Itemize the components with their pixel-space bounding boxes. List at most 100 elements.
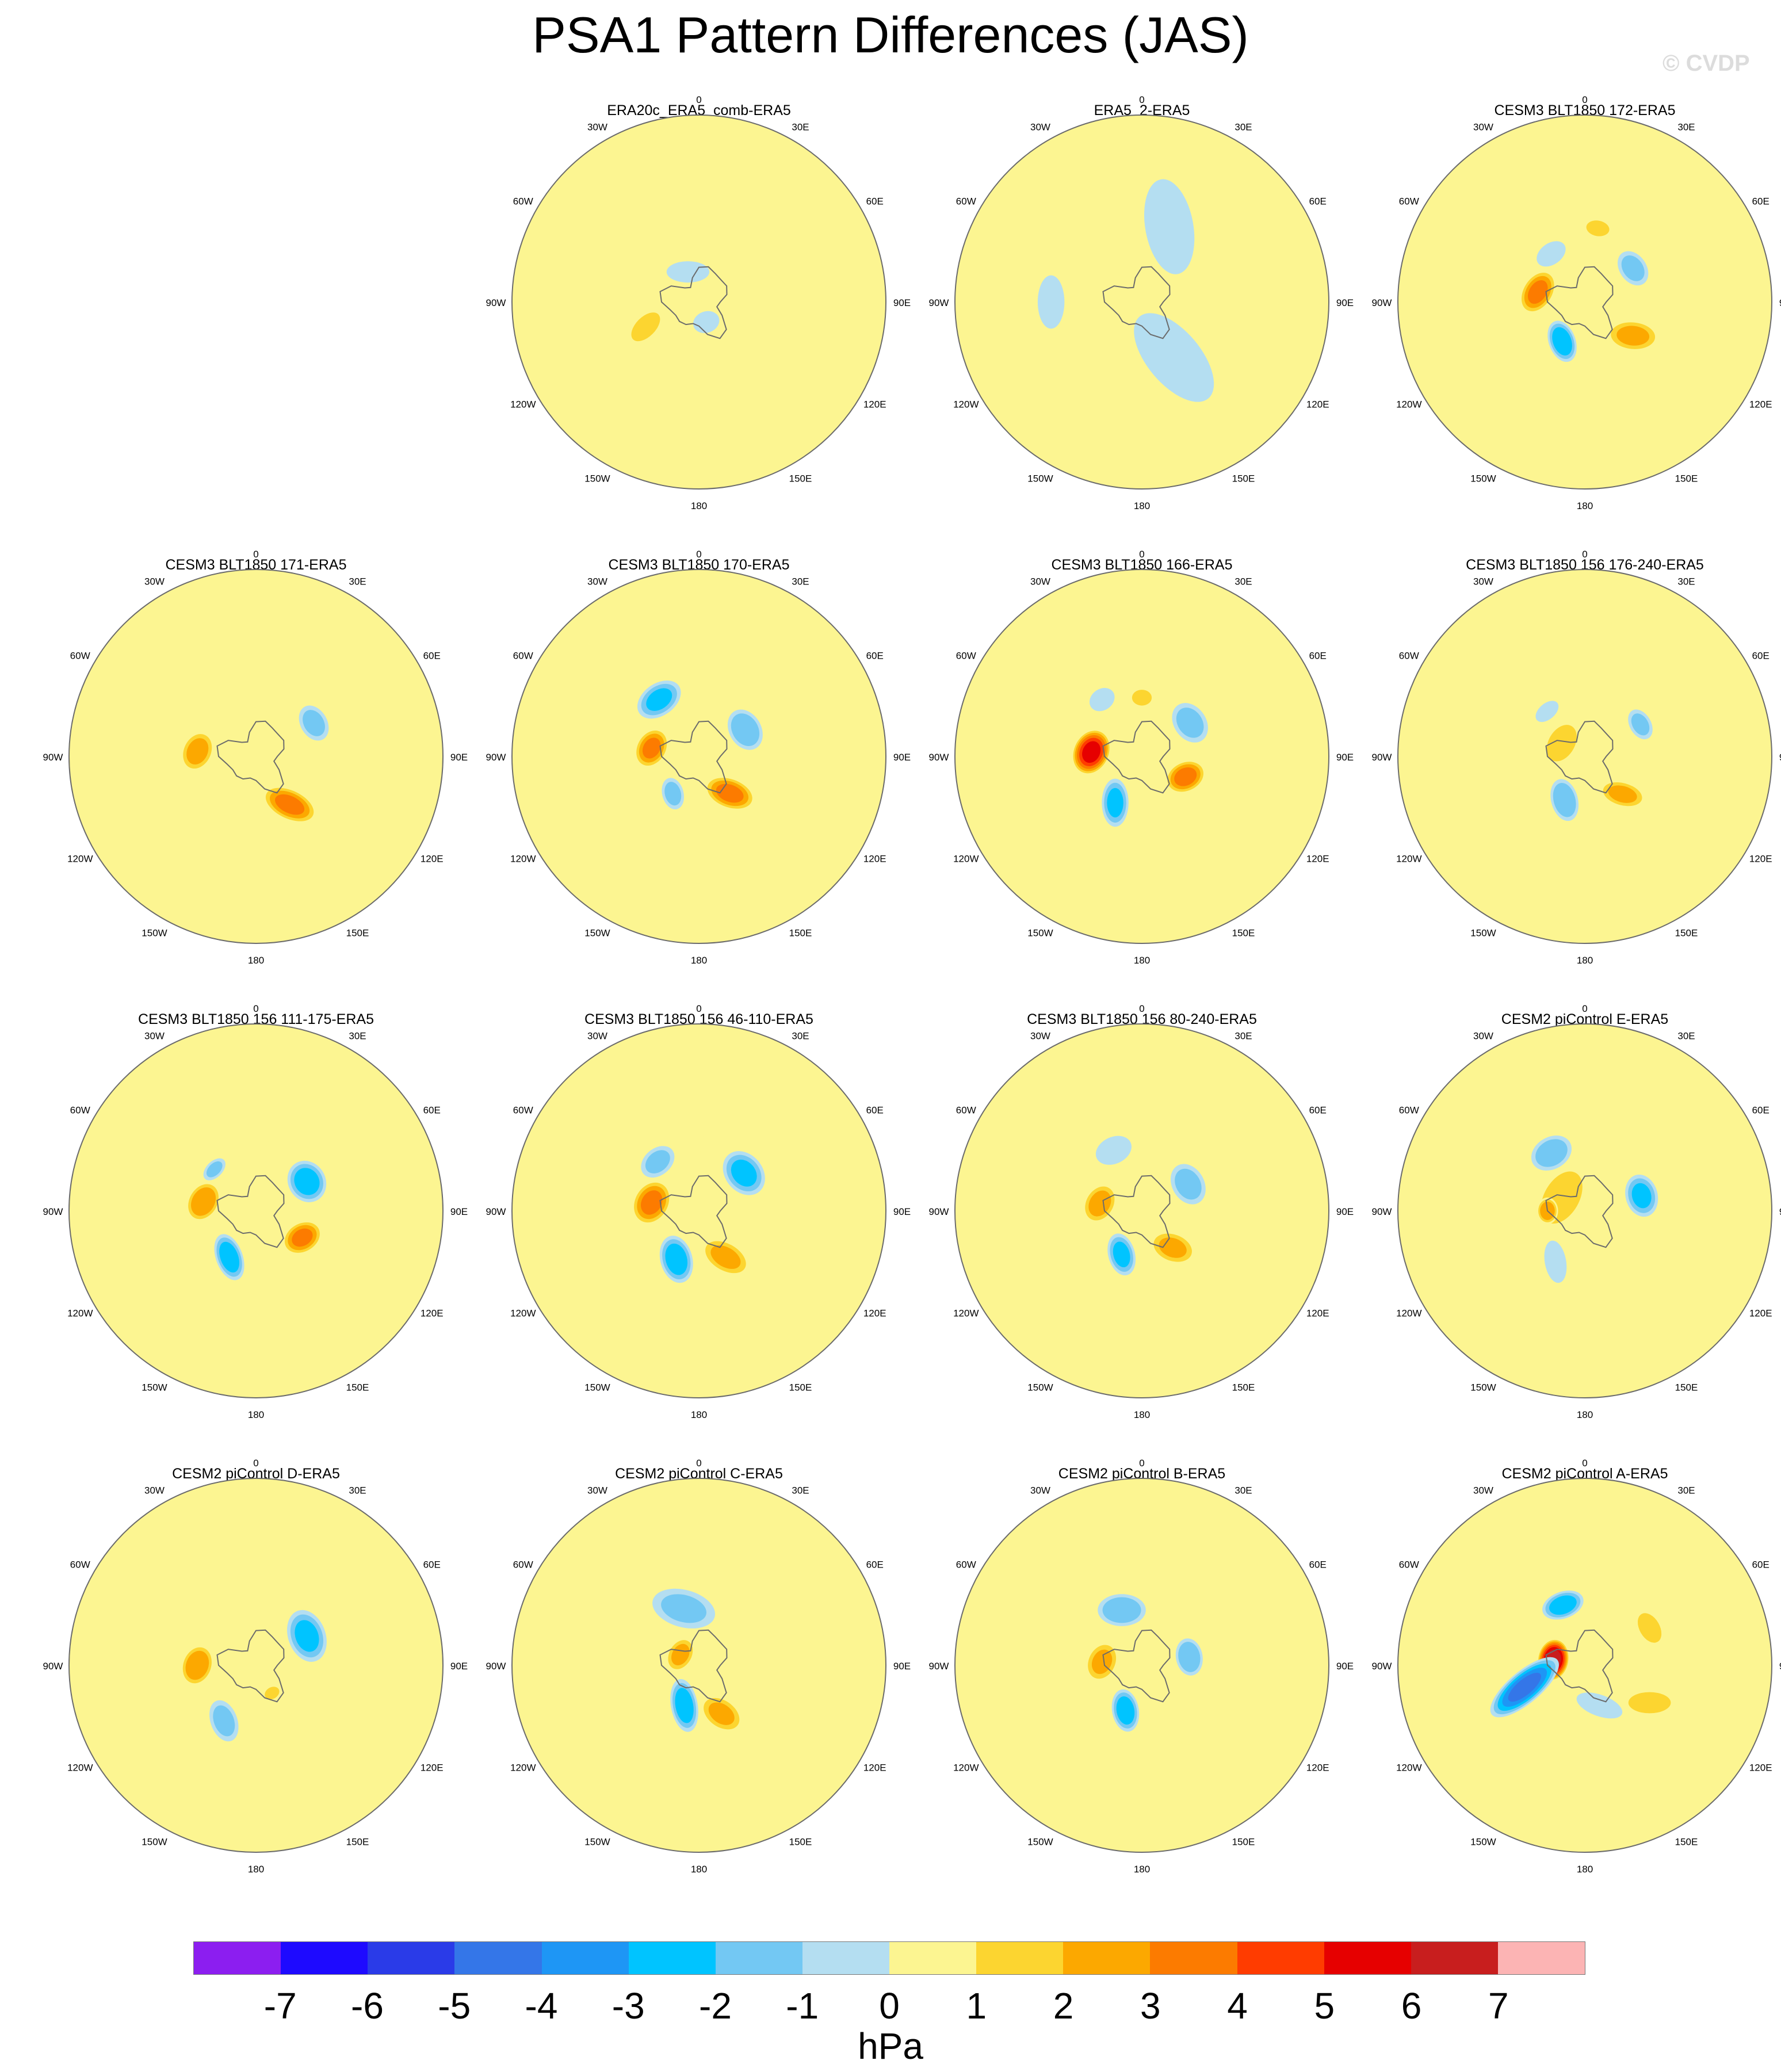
longitude-label: 60E	[866, 196, 884, 207]
map-boundary	[511, 114, 886, 490]
longitude-label: 60W	[70, 651, 90, 662]
anomaly-contour	[265, 1687, 280, 1700]
longitude-label: 30E	[1677, 1485, 1695, 1496]
longitude-label: 180	[1134, 955, 1150, 966]
map-panel: CESM3 BLT1850 156 176-240-ERA5030E60E90E…	[1372, 549, 1781, 966]
longitude-label: 150E	[789, 1382, 812, 1393]
longitude-label: 180	[1134, 500, 1150, 511]
longitude-label: 60W	[956, 1105, 976, 1116]
colorbar-tick-label: -6	[351, 1985, 384, 2027]
map-panel: CESM3 BLT1850 171-ERA5030E60E90E120E150E…	[43, 549, 468, 966]
longitude-label: 60W	[513, 651, 533, 662]
longitude-label: 120E	[863, 1763, 886, 1773]
anomaly-contour	[710, 1245, 741, 1269]
longitude-label: 90E	[893, 1661, 911, 1672]
anomaly-contour	[1546, 725, 1577, 762]
anomaly-contour	[1553, 783, 1576, 817]
map-panel: CESM2 piControl C-ERA5030E60E90E120E150E…	[486, 1458, 911, 1875]
anomaly-contour	[1113, 1241, 1130, 1268]
map-panel: CESM2 piControl A-ERA5030E60E90E120E150E…	[1372, 1458, 1781, 1875]
map-panel: ERA5_2-ERA5030E60E90E120E150E180150W120W…	[929, 94, 1354, 511]
coastline	[659, 1629, 728, 1703]
longitude-label: 60W	[513, 1559, 533, 1570]
anomaly-contour	[1107, 787, 1123, 818]
longitude-label: 150W	[584, 1382, 610, 1393]
colorbar-bin	[1497, 1942, 1585, 1974]
longitude-label: 30E	[792, 1030, 809, 1041]
longitude-label: 90W	[486, 1206, 506, 1217]
anomaly-contour	[1544, 1240, 1567, 1283]
longitude-label: 90W	[486, 1661, 506, 1672]
longitude-label: 120W	[510, 854, 536, 865]
longitude-label: 120W	[1396, 854, 1421, 865]
anomaly-contour	[1576, 1692, 1623, 1719]
longitude-label: 90W	[43, 752, 63, 763]
longitude-label: 120W	[67, 1308, 93, 1319]
longitude-label: 60E	[1752, 1559, 1769, 1570]
colorbar-tick-label: 4	[1227, 1985, 1248, 2027]
map-panel: CESM3 BLT1850 156 46-110-ERA5030E60E90E1…	[486, 1003, 911, 1420]
map-boundary	[1397, 569, 1772, 944]
anomaly-contour	[665, 1243, 688, 1275]
anomaly-contour	[666, 261, 710, 283]
longitude-label: 30W	[144, 1030, 165, 1041]
longitude-label: 180	[248, 1409, 264, 1420]
anomaly-contour	[1088, 1190, 1111, 1217]
longitude-label: 30E	[792, 576, 809, 587]
anomaly-contour	[1527, 280, 1548, 304]
colorbar-tick-label: 0	[879, 1985, 900, 2027]
longitude-label: 180	[1577, 1864, 1593, 1875]
anomaly-contour	[191, 1187, 216, 1216]
longitude-label: 60W	[70, 1559, 90, 1570]
longitude-label: 30E	[1677, 1030, 1695, 1041]
longitude-label: 30E	[1677, 576, 1695, 587]
longitude-label: 120E	[1306, 854, 1329, 865]
colorbar-bin	[628, 1942, 716, 1974]
anomaly-contour	[671, 1643, 690, 1666]
longitude-label: 150E	[1675, 473, 1698, 484]
longitude-label: 150E	[346, 928, 369, 939]
anomaly-contour	[1102, 1597, 1141, 1623]
colorbar-bin	[802, 1942, 889, 1974]
longitude-label: 30E	[349, 576, 366, 587]
map-panel: CESM2 piControl E-ERA5030E60E90E120E150E…	[1372, 1003, 1781, 1420]
anomaly-contour	[1608, 785, 1637, 803]
anomaly-contour	[1082, 741, 1101, 763]
anomaly-contour	[645, 1150, 670, 1173]
map-boundary	[954, 114, 1329, 490]
anomaly-contour	[303, 710, 325, 736]
anomaly-contour	[294, 1168, 320, 1195]
longitude-label: 120E	[1749, 854, 1772, 865]
anomaly-contour	[1175, 1168, 1202, 1200]
longitude-label: 0	[696, 1003, 701, 1014]
map-panel: CESM2 piControl D-ERA5030E60E90E120E150E…	[43, 1458, 468, 1875]
longitude-label: 150E	[1232, 473, 1255, 484]
colorbar-bin	[1324, 1942, 1411, 1974]
longitude-label: 150W	[1470, 1382, 1496, 1393]
longitude-label: 120W	[1396, 1308, 1421, 1319]
longitude-label: 120E	[863, 854, 886, 865]
map-panel: ERA20c_ERA5_comb-ERA5030E60E90E120E150E1…	[486, 94, 911, 511]
colorbar-tick-label: 3	[1140, 1985, 1161, 2027]
longitude-label: 90E	[893, 752, 911, 763]
coastline	[1102, 720, 1171, 794]
longitude-label: 0	[1139, 94, 1144, 105]
longitude-label: 120E	[1306, 1308, 1329, 1319]
longitude-label: 0	[253, 1003, 258, 1014]
longitude-label: 60W	[1399, 651, 1419, 662]
longitude-label: 60E	[866, 1559, 884, 1570]
longitude-label: 30W	[1473, 1030, 1493, 1041]
longitude-label: 30E	[792, 121, 809, 132]
longitude-label: 0	[1582, 1458, 1587, 1469]
longitude-label: 150W	[584, 473, 610, 484]
colorbar-bin	[715, 1942, 802, 1974]
longitude-label: 120W	[67, 1763, 93, 1773]
coastline	[1545, 1175, 1614, 1248]
longitude-label: 0	[696, 94, 701, 105]
anomaly-contour	[1628, 1692, 1671, 1714]
longitude-label: 120E	[1749, 1308, 1772, 1319]
longitude-label: 180	[248, 955, 264, 966]
anomaly-contour	[631, 312, 660, 342]
longitude-label: 30W	[144, 1485, 165, 1496]
anomaly-contour	[1583, 1237, 1614, 1260]
